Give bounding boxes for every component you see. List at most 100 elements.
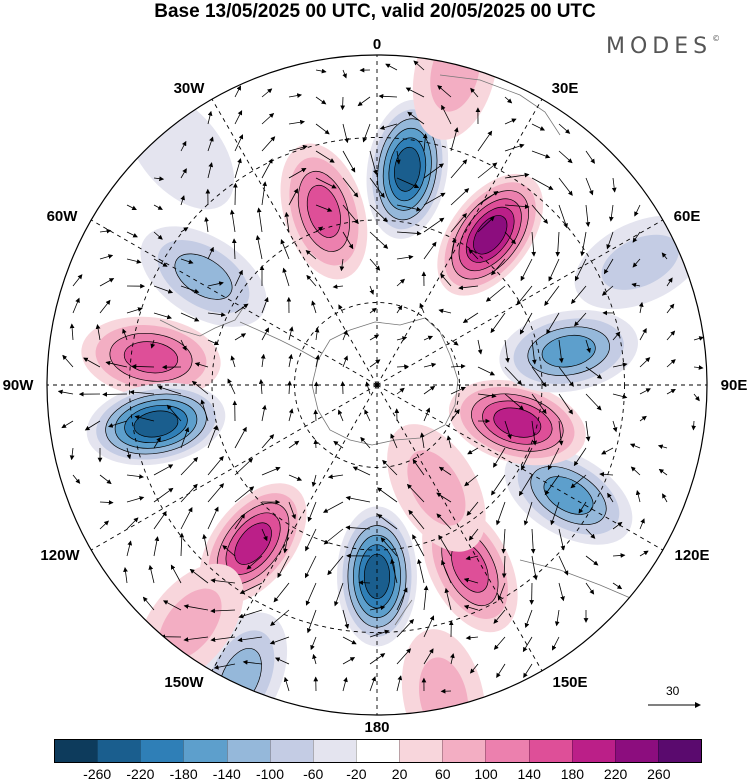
wind-vector (408, 509, 425, 530)
wind-vector (274, 657, 290, 665)
wind-vector (523, 663, 533, 678)
wind-vector (207, 110, 213, 125)
wind-vector (261, 296, 269, 314)
wind-vector (327, 474, 344, 479)
wind-vector (601, 285, 614, 296)
wind-vector (126, 204, 137, 210)
wind-vector (463, 577, 479, 584)
wind-vector (450, 237, 457, 260)
wind-vector (522, 636, 533, 653)
wind-vector (504, 172, 530, 179)
wind-vector (72, 297, 80, 314)
lon-label-60w: 60W (46, 208, 78, 225)
wind-vector (639, 328, 647, 341)
wind-vector (153, 464, 174, 476)
wind-vector (99, 254, 114, 260)
colorbar-swatch (442, 740, 486, 762)
wind-vector (523, 501, 533, 526)
wind-vector (450, 212, 467, 233)
wind-vector (477, 393, 497, 399)
colorbar-tick-label: -220 (126, 766, 155, 782)
wind-vector (531, 123, 546, 131)
wind-vector (419, 302, 425, 314)
negative-anomaly-center (337, 506, 417, 647)
wind-vector (360, 436, 371, 449)
wind-vector (446, 435, 452, 449)
wind-vector (607, 492, 614, 503)
wind-vector (438, 308, 452, 314)
wind-vector (632, 231, 641, 243)
colorbar-tick-label: 60 (435, 766, 451, 782)
wind-vector (69, 323, 75, 341)
wind-vector (194, 362, 209, 368)
lon-label-60e: 60E (673, 208, 701, 225)
wind-vector (273, 582, 290, 603)
wind-vector (99, 500, 114, 505)
wind-vector (126, 496, 145, 503)
wind-vector (504, 366, 523, 386)
wind-vector (99, 228, 112, 234)
south-america-tip (159, 304, 246, 337)
wind-vector (230, 355, 236, 368)
colorbar-swatch (140, 740, 184, 762)
wind-vector (531, 339, 537, 365)
anomaly-contour-band (234, 522, 272, 565)
wind-vector (207, 455, 224, 476)
wind-vector (288, 168, 307, 179)
wind-vector (261, 136, 276, 152)
wind-vector (99, 474, 112, 485)
wind-vector (639, 415, 647, 422)
wind-vector (207, 483, 225, 503)
wind-vector (466, 501, 479, 516)
wind-vector (153, 510, 167, 530)
wind-vector (406, 483, 425, 503)
wind-vector (612, 582, 623, 590)
wind-vector (639, 550, 649, 557)
wind-vector (521, 447, 533, 471)
wind-vector (693, 393, 700, 402)
colorbar-swatch (528, 740, 572, 762)
wind-vector (666, 277, 673, 287)
wind-vector (504, 393, 524, 411)
positive-anomaly-center (448, 379, 586, 466)
wind-vector (550, 501, 560, 526)
wind-vector (548, 258, 560, 282)
wind-vector (207, 312, 226, 317)
brand-mark: © (712, 34, 721, 43)
colorbar-tick-label: 260 (647, 766, 671, 782)
wind-vector (396, 364, 409, 370)
positive-anomaly-center (387, 424, 486, 552)
wind-vector (288, 119, 305, 125)
wind-vector (634, 204, 641, 217)
wind-vector (180, 483, 198, 503)
wind-vector (518, 474, 533, 497)
wind-vector (234, 269, 243, 287)
wind-vector (612, 521, 623, 530)
wind-vector (585, 528, 596, 539)
wind-vector (369, 359, 381, 368)
wind-vector (277, 555, 290, 579)
wind-vector (261, 158, 273, 179)
wind-vector (288, 353, 293, 368)
wind-vector (531, 231, 537, 257)
wind-vector (315, 150, 335, 163)
wind-vector (396, 177, 420, 189)
wind-vector (504, 96, 513, 104)
wind-vector (612, 362, 628, 368)
wind-vector (322, 501, 344, 513)
wind-vector (239, 582, 263, 594)
wind-vector (180, 140, 187, 152)
wind-vector (57, 389, 74, 395)
wind-vector (467, 447, 479, 455)
wind-vector (62, 354, 74, 368)
wind-vector (180, 168, 187, 179)
wind-vector (477, 339, 483, 355)
wind-vector (422, 133, 428, 152)
wind-vector (423, 585, 429, 611)
wind-vector (379, 123, 398, 130)
colorbar-tick-label: -140 (212, 766, 241, 782)
wind-vector (612, 420, 618, 433)
wind-vector (332, 284, 344, 289)
wind-vector (450, 363, 466, 369)
